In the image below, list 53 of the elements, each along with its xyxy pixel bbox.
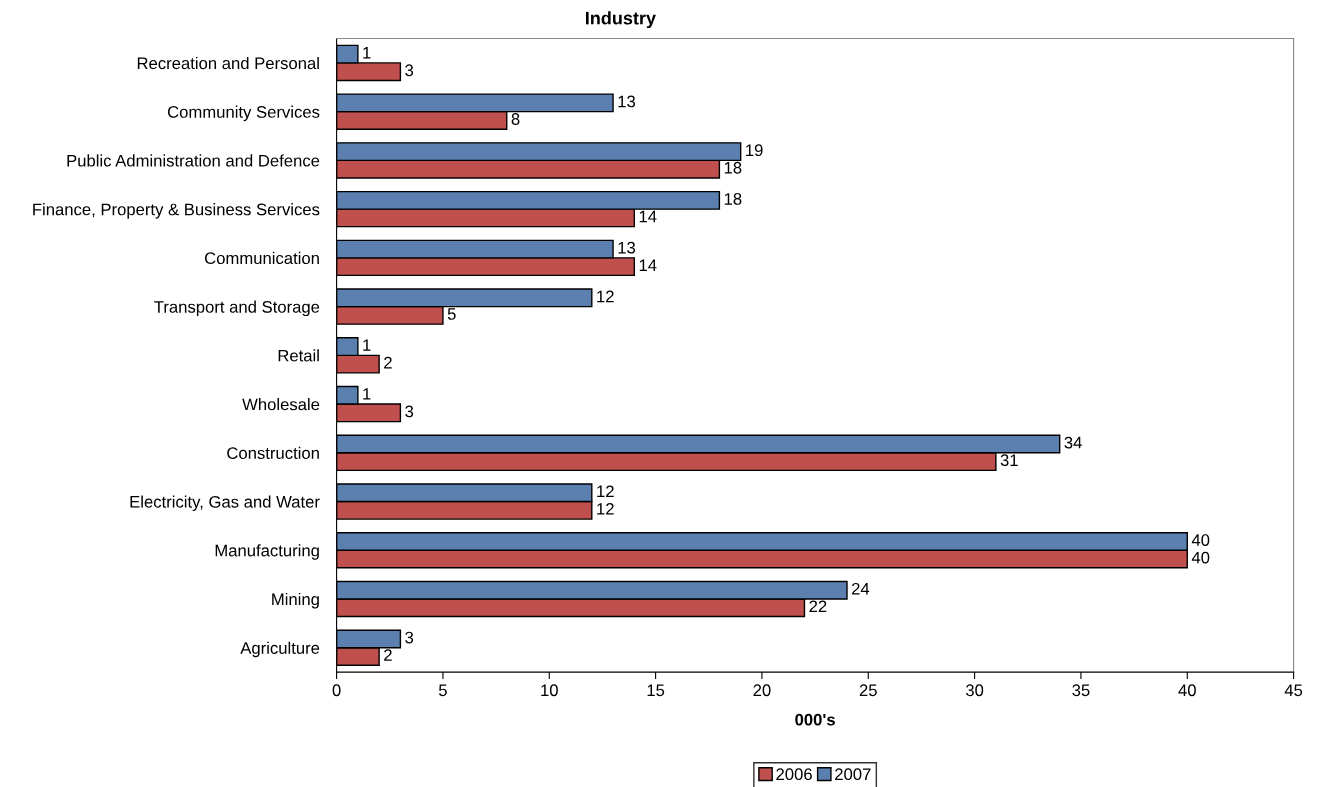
- chart-title: Industry: [586, 11, 656, 29]
- y-tick-label: Manufacturing: [215, 544, 319, 560]
- data-label: 1: [363, 339, 371, 351]
- data-label: 1: [363, 388, 371, 400]
- data-label: 12: [597, 290, 614, 303]
- data-label: 18: [724, 161, 742, 174]
- data-label: 24: [852, 582, 870, 595]
- data-label: 3: [405, 405, 414, 418]
- data-label: 12: [597, 502, 614, 515]
- data-label: 34: [1064, 436, 1082, 449]
- y-tick-label: Public Administration and Defence: [67, 154, 320, 167]
- data-label: 14: [639, 259, 657, 271]
- x-tick-label: 10: [541, 684, 558, 697]
- data-label: 5: [447, 308, 456, 320]
- x-tick-label: 20: [753, 684, 771, 697]
- y-tick-label: Communication: [205, 251, 319, 265]
- data-label: 8: [511, 113, 520, 125]
- x-tick-label: 35: [1072, 684, 1090, 697]
- y-tick-label: Transport and Storage: [154, 300, 320, 317]
- data-label: 40: [1191, 551, 1210, 564]
- data-label: 13: [618, 241, 636, 254]
- data-label: 40: [1191, 534, 1210, 546]
- data-label: 12: [597, 485, 614, 498]
- data-label: 2: [384, 356, 392, 369]
- x-tick-label: 40: [1178, 684, 1196, 697]
- y-tick-label: Electricity, Gas and Water: [130, 495, 320, 512]
- data-label: 3: [405, 631, 414, 644]
- data-label: 13: [618, 95, 636, 108]
- y-tick-label: Agriculture: [240, 641, 320, 658]
- data-label: 22: [809, 600, 827, 613]
- data-label: 14: [639, 210, 657, 223]
- y-tick-label: Community Services: [167, 105, 320, 122]
- y-tick-label: Retail: [278, 349, 319, 362]
- y-tick-label: Construction: [227, 446, 319, 459]
- legend-label: 2006: [776, 768, 812, 781]
- y-tick-label: Recreation and Personal: [137, 56, 319, 70]
- y-tick-label: Mining: [272, 592, 319, 609]
- data-label: 19: [746, 144, 763, 157]
- x-tick-label: 45: [1284, 684, 1303, 697]
- data-label: 2: [384, 649, 392, 661]
- data-label: 31: [1000, 454, 1018, 467]
- x-tick-label: 25: [859, 684, 877, 697]
- x-tick-label: 5: [438, 684, 447, 697]
- data-label: 1: [363, 47, 371, 59]
- x-axis-title: 000's: [795, 713, 835, 726]
- x-tick-label: 0: [332, 684, 341, 697]
- data-label: 3: [405, 64, 414, 77]
- legend-label: 2007: [835, 768, 871, 781]
- x-tick-label: 15: [647, 684, 665, 697]
- y-tick-label: Wholesale: [242, 398, 320, 411]
- data-label: 18: [724, 193, 742, 205]
- y-tick-label: Finance, Property & Business Services: [33, 203, 320, 219]
- x-tick-label: 30: [965, 684, 984, 697]
